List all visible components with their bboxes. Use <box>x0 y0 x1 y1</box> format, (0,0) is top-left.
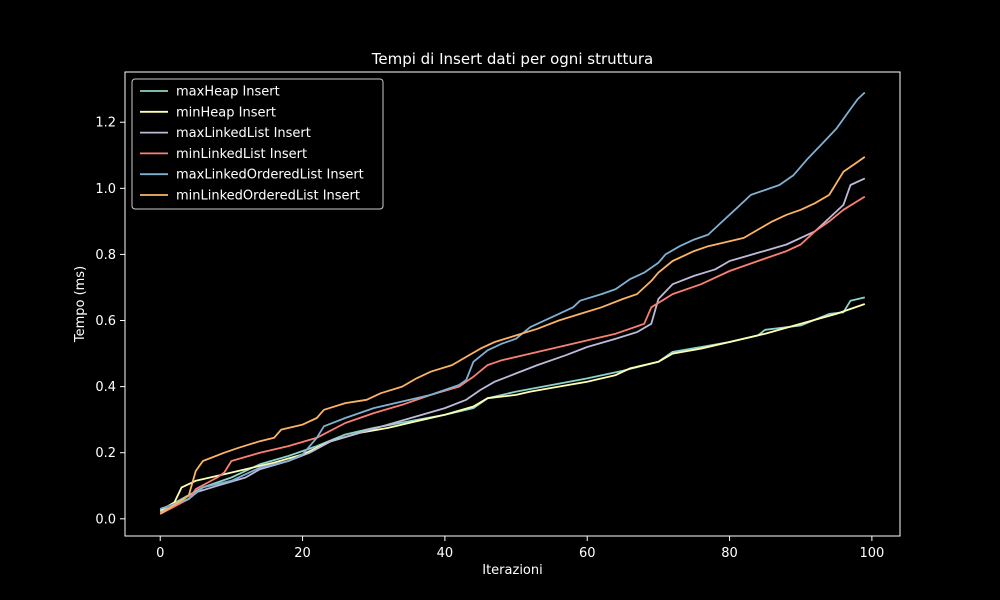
x-tick-label: 60 <box>579 546 596 561</box>
legend-label-5: maxLinkedOrderedList Insert <box>176 168 364 183</box>
series-line-1 <box>159 296 866 512</box>
y-tick-label: 0.2 <box>95 446 116 461</box>
x-axis: 0 20 40 60 80 100 <box>156 536 884 561</box>
plot-area <box>159 91 866 515</box>
x-tick-label: 40 <box>437 546 454 561</box>
series-line-4 <box>159 195 866 515</box>
legend-label-4: minLinkedList Insert <box>176 147 307 162</box>
x-tick-label: 80 <box>721 546 738 561</box>
x-tick-label: 100 <box>859 546 884 561</box>
y-tick-label: 1.2 <box>95 116 116 131</box>
x-tick-label: 0 <box>156 546 164 561</box>
legend-label-2: minHeap Insert <box>176 105 276 120</box>
legend-box <box>131 78 384 210</box>
legend: maxHeap Insert minHeap Insert maxLinkedLis… <box>131 78 384 210</box>
series-line-5 <box>159 91 866 510</box>
legend-label-1: maxHeap Insert <box>176 85 280 100</box>
x-axis-label: Iterazioni <box>482 563 542 578</box>
legend-label-6: minLinkedOrderedList Insert <box>176 189 360 204</box>
series-line-2 <box>159 303 866 512</box>
x-tick-label: 20 <box>294 546 311 561</box>
y-tick-label: 0.4 <box>95 380 116 395</box>
series-line-6 <box>159 156 866 515</box>
y-tick-label: 0.8 <box>95 248 116 263</box>
legend-label-3: maxLinkedList Insert <box>176 126 311 141</box>
y-axis: 0.0 0.2 0.4 0.6 0.8 1.0 1.2 <box>95 116 125 527</box>
y-tick-label: 1.0 <box>95 182 116 197</box>
y-tick-label: 0.6 <box>95 314 116 329</box>
y-axis-label: Tempo (ms) <box>73 266 88 343</box>
y-tick-label: 0.0 <box>95 512 116 527</box>
chart-title: Tempi di Insert dati per ogni struttura <box>371 50 654 68</box>
plot-frame <box>124 71 901 537</box>
